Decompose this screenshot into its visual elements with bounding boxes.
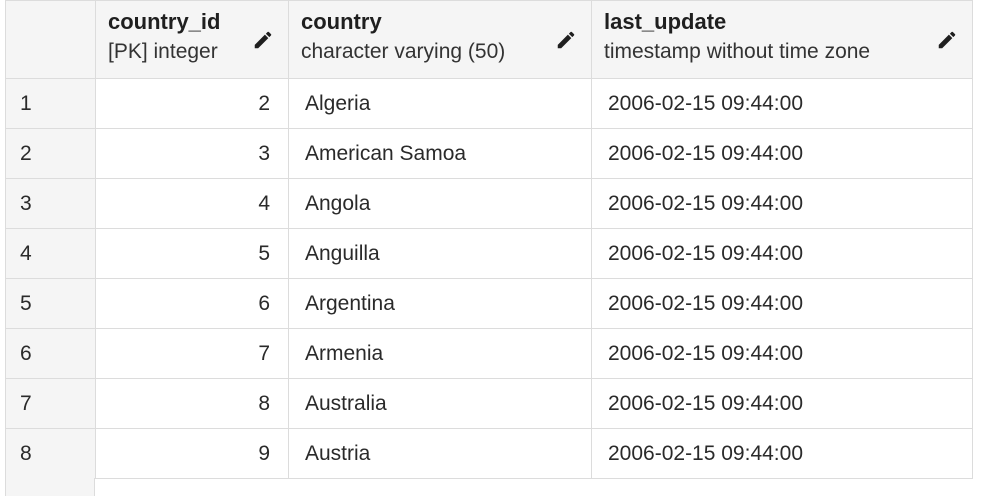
row-number[interactable]: 5 [5,278,96,329]
cell-country-id[interactable]: 7 [95,328,289,379]
table-row[interactable]: 4 5 Anguilla 2006-02-15 09:44:00 [5,228,973,279]
cell-last-update[interactable]: 2006-02-15 09:44:00 [591,278,973,329]
column-name: country_id [108,9,221,34]
row-number-header [5,0,96,79]
column-header-country[interactable]: country character varying (50) [288,0,592,79]
cell-last-update[interactable]: 2006-02-15 09:44:00 [591,378,973,429]
column-type: character varying (50) [301,40,506,63]
cell-country[interactable]: Austria [288,428,592,479]
cell-last-update[interactable]: 2006-02-15 09:44:00 [591,128,973,179]
row-number[interactable]: 3 [5,178,96,229]
header-row: country_id [PK] integer country characte… [5,0,973,79]
column-type: [PK] integer [108,40,218,63]
cell-country-id[interactable]: 9 [95,428,289,479]
column-header-country-id[interactable]: country_id [PK] integer [95,0,289,79]
table-row[interactable]: 7 8 Australia 2006-02-15 09:44:00 [5,378,973,429]
table-row[interactable]: 3 4 Angola 2006-02-15 09:44:00 [5,178,973,229]
pencil-icon[interactable] [555,29,577,51]
cell-country-id[interactable]: 4 [95,178,289,229]
cell-country[interactable]: Argentina [288,278,592,329]
results-table: country_id [PK] integer country characte… [5,0,973,479]
cell-last-update[interactable]: 2006-02-15 09:44:00 [591,78,973,129]
column-type: timestamp without time zone [604,40,871,63]
table-row[interactable]: 6 7 Armenia 2006-02-15 09:44:00 [5,328,973,379]
column-header-last-update[interactable]: last_update timestamp without time zone [591,0,973,79]
table-row[interactable]: 1 2 Algeria 2006-02-15 09:44:00 [5,78,973,129]
row-number[interactable]: 2 [5,128,96,179]
row-number[interactable]: 7 [5,378,96,429]
cell-country[interactable]: Anguilla [288,228,592,279]
cell-last-update[interactable]: 2006-02-15 09:44:00 [591,178,973,229]
cell-country[interactable]: Armenia [288,328,592,379]
cell-country[interactable]: Australia [288,378,592,429]
cell-country[interactable]: American Samoa [288,128,592,179]
cell-country-id[interactable]: 5 [95,228,289,279]
cell-country-id[interactable]: 3 [95,128,289,179]
cell-country-id[interactable]: 8 [95,378,289,429]
row-number[interactable]: 8 [5,428,96,479]
row-number-gutter [5,478,95,496]
cell-country[interactable]: Algeria [288,78,592,129]
cell-country[interactable]: Angola [288,178,592,229]
cell-country-id[interactable]: 2 [95,78,289,129]
cell-last-update[interactable]: 2006-02-15 09:44:00 [591,428,973,479]
row-number[interactable]: 4 [5,228,96,279]
pencil-icon[interactable] [936,29,958,51]
table-row[interactable]: 5 6 Argentina 2006-02-15 09:44:00 [5,278,973,329]
cell-last-update[interactable]: 2006-02-15 09:44:00 [591,228,973,279]
table-row[interactable]: 2 3 American Samoa 2006-02-15 09:44:00 [5,128,973,179]
cell-last-update[interactable]: 2006-02-15 09:44:00 [591,328,973,379]
table-row[interactable]: 8 9 Austria 2006-02-15 09:44:00 [5,428,973,479]
row-number[interactable]: 1 [5,78,96,129]
column-name: last_update [604,9,727,34]
pencil-icon[interactable] [252,29,274,51]
data-grid: country_id [PK] integer country characte… [5,0,973,496]
column-name: country [301,9,382,34]
cell-country-id[interactable]: 6 [95,278,289,329]
row-number[interactable]: 6 [5,328,96,379]
